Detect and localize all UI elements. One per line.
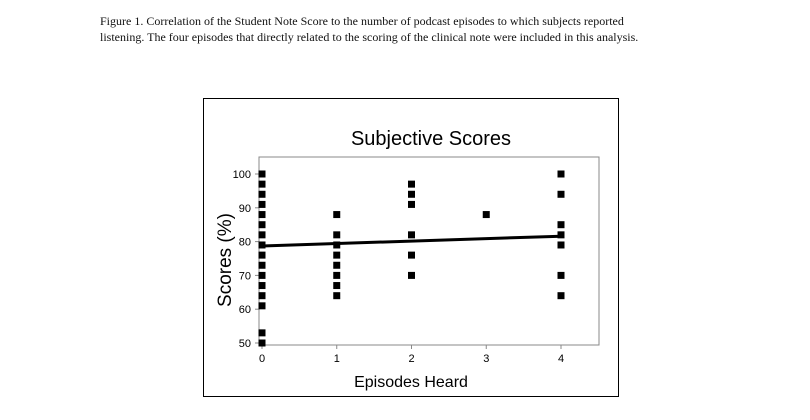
y-tick-label: 70 bbox=[239, 270, 251, 282]
data-point bbox=[557, 292, 565, 300]
x-axis-label: Episodes Heard bbox=[354, 374, 468, 391]
data-point bbox=[557, 241, 565, 249]
data-point bbox=[258, 221, 266, 229]
plot-area bbox=[258, 156, 600, 346]
data-point bbox=[482, 211, 490, 219]
data-point bbox=[258, 261, 266, 269]
y-tick-label: 90 bbox=[239, 203, 251, 215]
chart-frame: Subjective Scores 50 60 70 80 90 100 0 1 2 3 4 Ep… bbox=[203, 98, 619, 397]
data-point bbox=[408, 231, 415, 239]
data-points bbox=[258, 170, 565, 347]
caption-line-1: Figure 1. Correlation of the Student Not… bbox=[100, 14, 624, 28]
caption-line-2: listening. The four episodes that direct… bbox=[100, 30, 639, 44]
data-point bbox=[258, 339, 266, 347]
x-tick-label: 2 bbox=[408, 353, 414, 365]
data-point bbox=[258, 302, 266, 310]
scatter-chart: Subjective Scores 50 60 70 80 90 100 0 1 2 3 4 Ep… bbox=[215, 128, 600, 391]
data-point bbox=[333, 231, 341, 239]
data-point bbox=[258, 180, 266, 188]
x-tick-label: 1 bbox=[334, 353, 340, 365]
data-point bbox=[408, 251, 415, 259]
data-point bbox=[408, 190, 415, 198]
figure-caption: Figure 1. Correlation of the Student Not… bbox=[100, 13, 800, 45]
x-tick-label: 0 bbox=[259, 353, 265, 365]
data-point bbox=[333, 292, 341, 300]
y-tick-label: 100 bbox=[233, 169, 251, 181]
x-tick-label: 4 bbox=[558, 353, 564, 365]
trend-line bbox=[261, 234, 562, 248]
y-axis-ticks: 50 60 70 80 90 100 bbox=[233, 169, 259, 350]
data-point bbox=[408, 200, 415, 208]
data-point bbox=[557, 170, 565, 178]
data-point bbox=[258, 170, 266, 178]
data-point bbox=[333, 261, 341, 269]
y-tick-label: 60 bbox=[239, 304, 251, 316]
data-point bbox=[258, 231, 266, 239]
y-tick-label: 80 bbox=[239, 237, 251, 249]
data-point bbox=[408, 271, 415, 279]
data-point bbox=[557, 271, 565, 279]
x-tick-label: 3 bbox=[483, 353, 489, 365]
data-point bbox=[258, 200, 266, 208]
data-point bbox=[258, 190, 266, 198]
x-axis-ticks: 0 1 2 3 4 bbox=[259, 345, 564, 365]
data-point bbox=[333, 211, 341, 219]
data-point bbox=[258, 211, 266, 219]
data-point bbox=[258, 292, 266, 300]
y-axis-label: Scores (%) bbox=[215, 213, 236, 307]
data-point bbox=[258, 329, 266, 337]
data-point bbox=[258, 251, 266, 259]
data-point bbox=[557, 221, 565, 229]
data-point bbox=[258, 282, 266, 290]
data-point bbox=[557, 190, 565, 198]
data-point bbox=[333, 271, 341, 279]
data-point bbox=[333, 251, 341, 259]
data-point bbox=[258, 271, 266, 279]
data-point bbox=[408, 180, 415, 188]
data-point bbox=[557, 231, 565, 239]
y-tick-label: 50 bbox=[239, 338, 251, 350]
data-point bbox=[333, 282, 341, 290]
chart-title: Subjective Scores bbox=[351, 128, 511, 150]
